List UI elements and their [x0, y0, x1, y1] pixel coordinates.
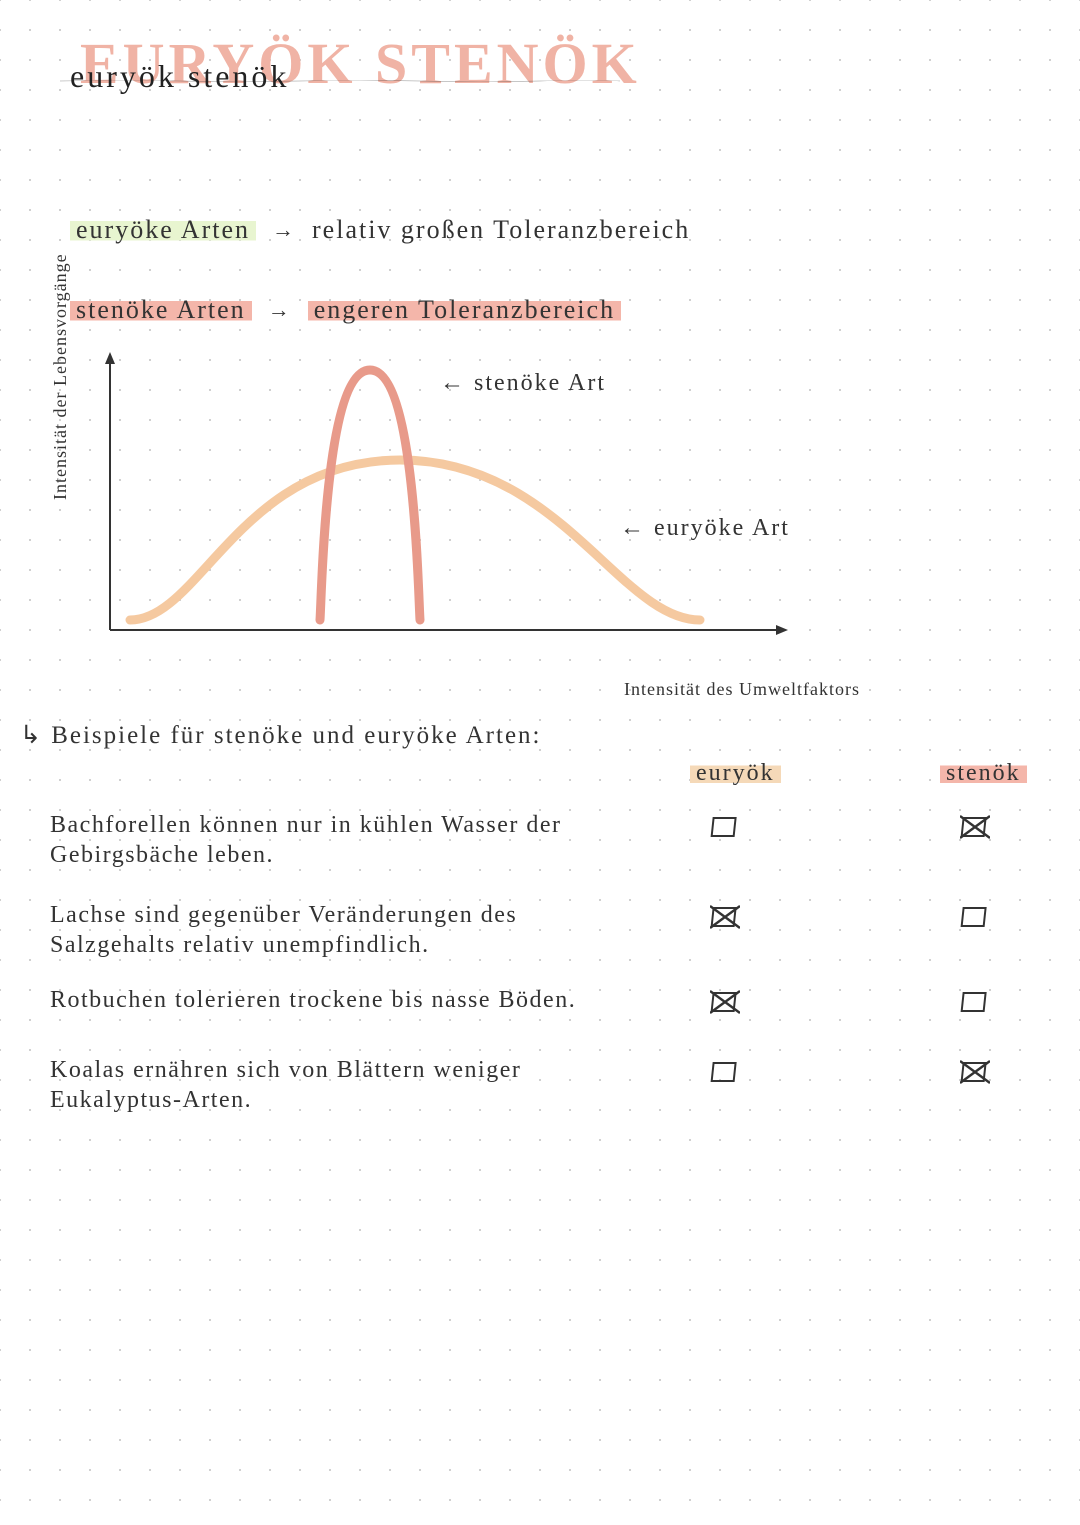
term-euryoek: euryöke Arten	[70, 215, 256, 245]
desc-stenoek: engeren Toleranzbereich	[308, 295, 621, 325]
definition-stenoek: stenöke Arten → engeren Toleranzbereich	[70, 295, 621, 325]
checkbox-row2-euryoek	[710, 989, 740, 1015]
title-cursive: euryök stenök	[70, 58, 289, 95]
example-row-0: Bachforellen können nur in kühlen Wasser…	[50, 810, 650, 870]
example-row-3: Koalas ernähren sich von Blättern wenige…	[50, 1055, 650, 1115]
column-header-stenoek: stenök	[940, 760, 1027, 787]
checkbox-row0-euryoek	[710, 814, 740, 840]
chart-ylabel: Intensität der Lebensvorgänge	[50, 253, 71, 500]
desc-euryoek: relativ großen Toleranzbereich	[312, 215, 690, 245]
label-stenoek-curve: ← stenöke Art	[440, 370, 606, 397]
definition-euryoek: euryöke Arten → relativ großen Toleranzb…	[70, 215, 690, 245]
arrow-icon: →	[272, 217, 296, 243]
chart-xlabel: Intensität des Umweltfaktors	[624, 679, 860, 700]
arrow-icon: →	[268, 297, 292, 323]
curve-stenoek	[320, 370, 420, 620]
example-row-2: Rotbuchen tolerieren trockene bis nasse …	[50, 985, 650, 1015]
tolerance-chart: Intensität der Lebensvorgänge ← stenöke …	[60, 340, 840, 670]
checkbox-row3-euryoek	[710, 1059, 740, 1085]
checkbox-row1-euryoek	[710, 904, 740, 930]
examples-heading: ↳ Beispiele für stenöke und euryöke Arte…	[20, 720, 542, 750]
checkbox-row1-stenoek	[960, 904, 990, 930]
example-row-1: Lachse sind gegenüber Veränderungen des …	[50, 900, 650, 960]
title-block: EURYÖK STENÖK euryök stenök	[80, 30, 600, 120]
column-header-euryoek: euryök	[690, 760, 781, 787]
label-euryoek-curve: ← euryöke Art	[620, 515, 790, 542]
term-stenoek: stenöke Arten	[70, 295, 252, 325]
checkbox-row2-stenoek	[960, 989, 990, 1015]
checkbox-row0-stenoek	[960, 814, 990, 840]
checkbox-row3-stenoek	[960, 1059, 990, 1085]
